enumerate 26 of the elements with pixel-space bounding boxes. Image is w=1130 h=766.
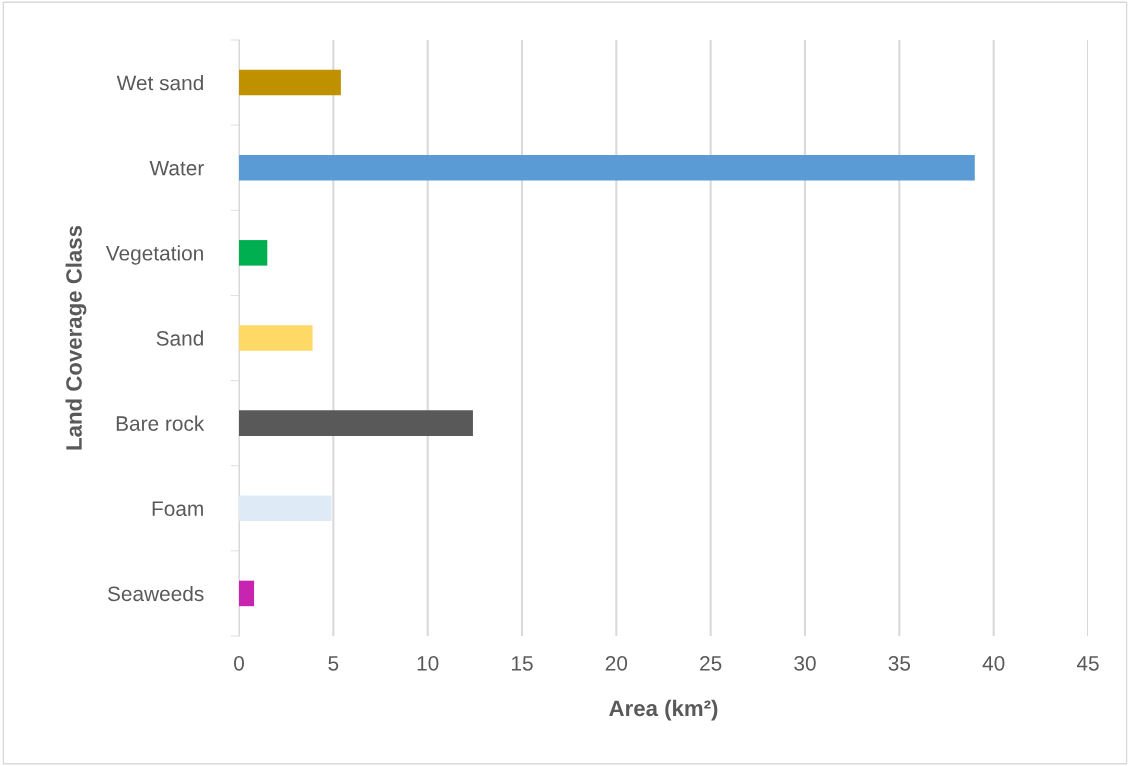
x-tick-label: 20	[605, 655, 628, 671]
x-tick-label: 5	[328, 656, 339, 671]
y-tick-label: Bare rock	[116, 415, 205, 431]
bar	[239, 325, 313, 351]
x-tick-label: 30	[794, 655, 816, 671]
bar	[239, 580, 255, 607]
x-tick-label: 35	[888, 655, 911, 671]
bar	[239, 495, 332, 522]
bar	[239, 69, 341, 96]
x-tick-label: 0	[234, 655, 244, 671]
y-tick-label: Sand	[156, 330, 203, 346]
x-tick-label: 45	[1076, 656, 1099, 671]
y-tick-label: Foam	[152, 501, 203, 517]
y-axis-title: Land Coverage Class	[65, 225, 87, 450]
x-tick-label: 10	[417, 655, 439, 671]
x-tick-label: 15	[512, 656, 533, 671]
y-tick-label: Wet sand	[116, 75, 203, 91]
x-tick-label: 40	[982, 655, 1005, 671]
x-tick-label: 25	[700, 655, 722, 671]
bar	[239, 240, 268, 266]
y-tick-label: Vegetation	[105, 245, 203, 265]
bar	[239, 410, 473, 436]
y-tick-label: Seaweeds	[107, 585, 204, 602]
y-tick-label: Water	[149, 160, 204, 176]
x-axis-title: Area (km²)	[609, 699, 718, 721]
bar	[239, 154, 975, 181]
